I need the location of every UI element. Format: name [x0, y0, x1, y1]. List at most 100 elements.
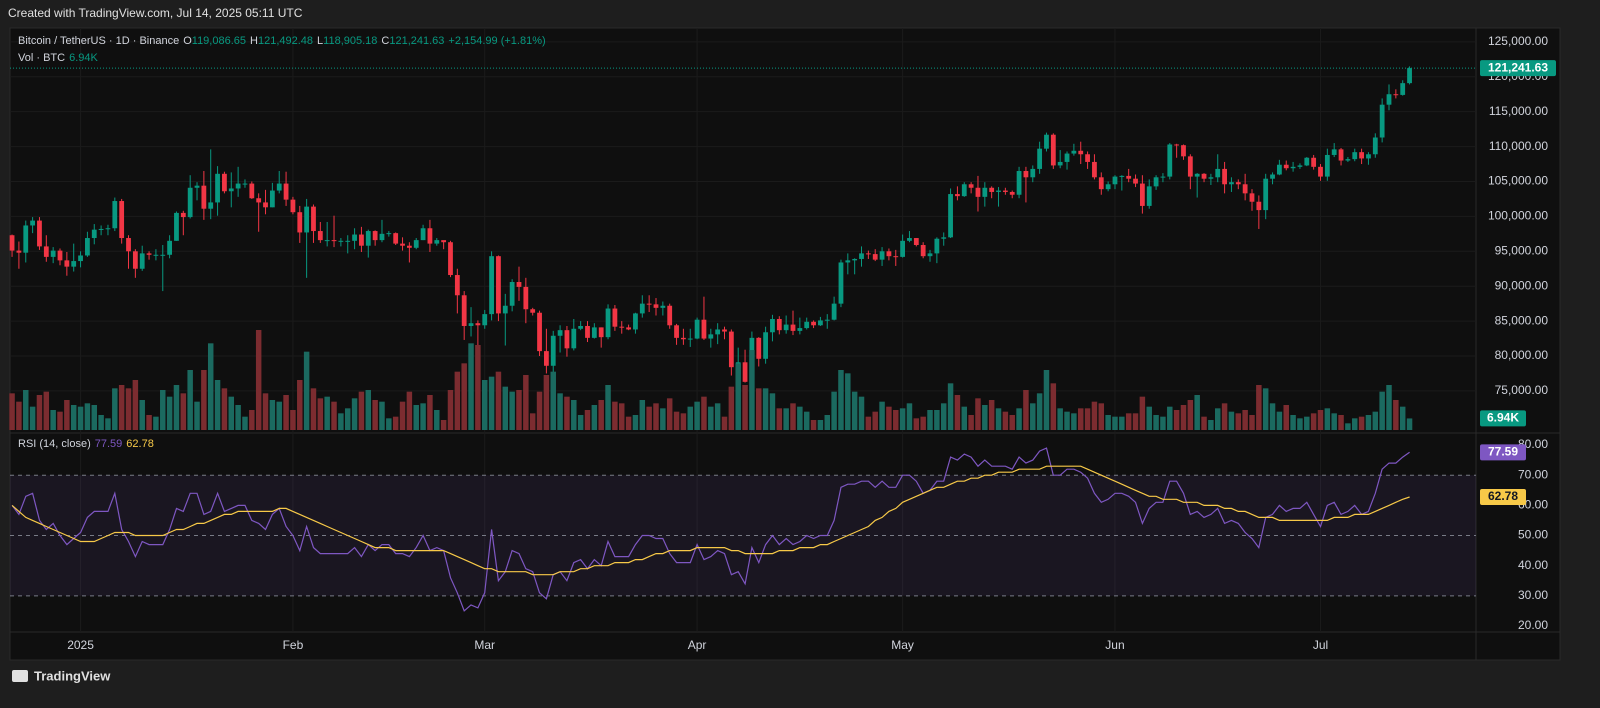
- volume-bar: [1399, 406, 1406, 430]
- volume-bar: [1139, 396, 1146, 430]
- ohlc-key: H: [250, 35, 258, 47]
- volume-bar: [132, 380, 139, 430]
- volume-bar: [1221, 403, 1228, 430]
- candle-body: [283, 183, 289, 200]
- volume-bar: [934, 410, 940, 430]
- candle-body: [509, 282, 515, 306]
- candle-body: [454, 275, 460, 296]
- candle-body: [1085, 154, 1090, 162]
- volume-bar: [721, 416, 728, 430]
- volume-bar: [673, 411, 680, 430]
- volume-bar: [913, 418, 920, 430]
- volume-bar: [461, 363, 467, 430]
- candle-body: [770, 319, 775, 333]
- candle-body: [50, 250, 56, 257]
- candle-body: [927, 253, 933, 257]
- candle-body: [591, 327, 597, 338]
- candle-body: [1276, 164, 1282, 175]
- volume-bar: [769, 393, 776, 430]
- candle-body: [667, 305, 673, 326]
- volume-bar: [776, 408, 783, 430]
- candle-body: [550, 335, 556, 366]
- volume-bar: [153, 416, 159, 430]
- candle-body: [1098, 177, 1104, 190]
- candle-body: [674, 325, 679, 338]
- candle-body: [1208, 177, 1214, 179]
- candle-body: [941, 237, 947, 239]
- volume-bar: [523, 375, 529, 430]
- candle-body: [489, 256, 494, 315]
- candle-body: [1359, 152, 1364, 159]
- candle-body: [989, 187, 995, 192]
- volume-bar: [1365, 415, 1372, 430]
- volume-bar: [660, 408, 666, 430]
- rsi-value: 62.78: [126, 438, 154, 450]
- rsi-legend: RSI (14, close) 77.59 62.78: [18, 438, 154, 450]
- volume-bar: [749, 350, 755, 430]
- x-tick-label: Apr: [688, 638, 707, 652]
- volume-bar: [653, 403, 659, 430]
- y-tick-label: 115,000.00: [1489, 104, 1548, 118]
- y-tick-label: 105,000.00: [1488, 174, 1548, 188]
- volume-bar: [564, 396, 570, 430]
- volume-bar: [1297, 418, 1303, 430]
- rsi-line: [11, 447, 1410, 612]
- rsi-name: RSI (14, close): [18, 438, 91, 450]
- candle-body: [379, 233, 385, 241]
- volume-bar: [851, 391, 858, 430]
- candle-body: [523, 286, 529, 310]
- candle-body: [194, 185, 200, 188]
- volume-bar: [858, 396, 865, 430]
- volume-bar: [1064, 411, 1070, 430]
- volume-bar: [440, 420, 447, 430]
- ohlc-key: O: [183, 35, 192, 47]
- candle-body: [372, 231, 378, 241]
- volume-bar: [1352, 418, 1358, 430]
- volume-bar: [1091, 401, 1098, 430]
- volume-bar: [84, 403, 91, 430]
- candle-body: [187, 187, 193, 218]
- candle-body: [1263, 178, 1269, 211]
- volume-bar: [23, 390, 29, 430]
- candle-body: [393, 233, 399, 244]
- volume-bar: [1283, 405, 1289, 430]
- rsi-tick-label: 40.00: [1518, 558, 1548, 572]
- candle-body: [64, 260, 70, 267]
- volume-bar: [557, 393, 563, 430]
- volume-name: Vol · BTC: [18, 52, 66, 64]
- volume-bar: [187, 370, 193, 430]
- candle-body: [23, 225, 29, 253]
- candle-body: [1181, 145, 1186, 157]
- volume-bar: [64, 400, 70, 430]
- candle-body: [982, 187, 988, 197]
- volume-bar: [612, 401, 618, 430]
- candle-body: [16, 250, 22, 253]
- x-tick-label: Feb: [283, 638, 304, 652]
- candle-body: [269, 190, 275, 208]
- volume-bar: [591, 405, 598, 430]
- y-tick-label: 85,000.00: [1495, 313, 1549, 327]
- rsi-tick-label: 30.00: [1518, 588, 1548, 602]
- candle-body: [1002, 190, 1008, 192]
- candle-body: [448, 242, 453, 276]
- candle-body: [1167, 144, 1173, 177]
- candle-body: [920, 245, 926, 257]
- candle-body: [948, 194, 953, 238]
- candle-body: [557, 330, 563, 336]
- volume-bar: [50, 410, 56, 430]
- volume-bar: [1235, 413, 1242, 430]
- candle-body: [865, 253, 871, 255]
- candle-body: [345, 240, 351, 242]
- volume-bar: [297, 380, 303, 430]
- volume-bar: [303, 351, 310, 430]
- candle-body: [160, 254, 166, 256]
- candle-body: [167, 240, 173, 255]
- candle-body: [1092, 161, 1097, 178]
- volume-bar: [1105, 415, 1111, 430]
- candle-body: [687, 338, 693, 340]
- volume-bar: [180, 393, 187, 430]
- candle-body: [585, 325, 590, 338]
- volume-bar: [249, 410, 255, 430]
- volume-bar: [214, 380, 221, 430]
- volume-bar: [598, 400, 604, 430]
